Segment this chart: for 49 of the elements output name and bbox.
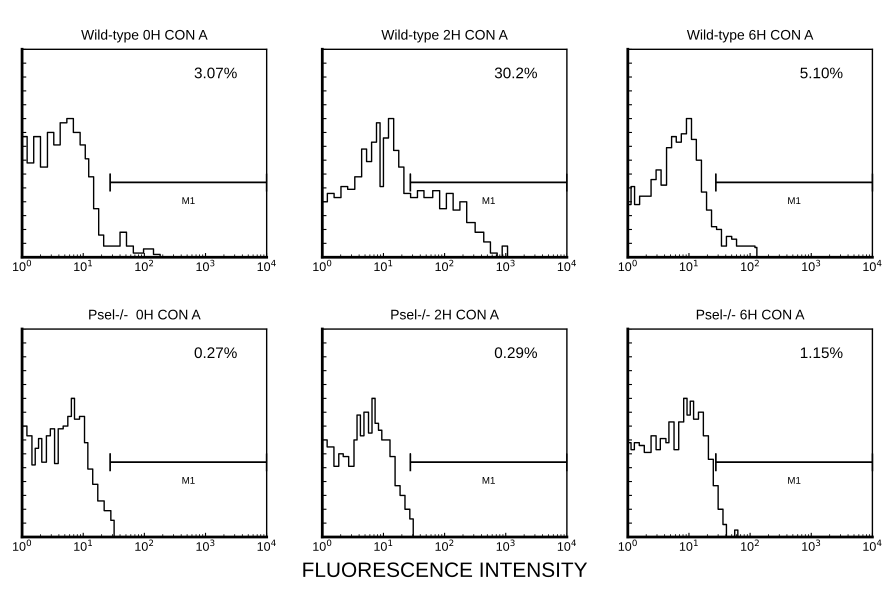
x-tick-label: 10$^{3}$ (496, 260, 515, 272)
x-tick-label: 10$^{0}$ (313, 260, 332, 272)
chart-title: Psel-/- 2H CON A (391, 309, 499, 320)
annotation: M1 (182, 477, 195, 484)
x-tick-label: 10$^{0}$ (13, 540, 32, 551)
x-tick-label: 10$^{4}$ (258, 540, 276, 551)
text: 5.10% (800, 68, 843, 78)
text: 3.07% (194, 68, 237, 78)
text: 1.15% (800, 347, 843, 358)
chart-title: Wild-type 2H CON A (381, 30, 508, 42)
x-tick-label: 10$^{3}$ (496, 540, 515, 551)
annotation: M1 (482, 197, 495, 204)
x-tick-label: 10$^{3}$ (802, 260, 820, 272)
chart-title: Psel-/- 6H CON A (696, 309, 804, 320)
chart-title: Wild-type 6H CON A (686, 30, 814, 42)
x-tick-label: 10$^{3}$ (802, 540, 820, 551)
x-tick-label: 10$^{0}$ (313, 540, 332, 551)
x-tick-label: 10$^{2}$ (741, 540, 759, 551)
x-tick-label: 10$^{2}$ (135, 540, 154, 551)
text: 0.29% (494, 347, 537, 358)
annotation: M1 (788, 197, 800, 204)
annotation: M1 (482, 477, 495, 484)
x-tick-label: 10$^{2}$ (436, 260, 454, 272)
x-tick-label: 10$^{1}$ (680, 260, 698, 272)
chart-title: Psel-/- 0H CON A (89, 309, 201, 320)
x-tick-label: 10$^{2}$ (741, 260, 759, 272)
x-tick-label: 10$^{0}$ (13, 260, 32, 272)
x-tick-label: 10$^{0}$ (618, 260, 637, 272)
x-tick-label: 10$^{1}$ (374, 540, 392, 551)
x-tick-label: 10$^{4}$ (258, 260, 276, 272)
x-tick-label: 10$^{1}$ (74, 260, 92, 272)
text: 0.27% (194, 347, 237, 358)
chart-title: Wild-type 0H CON A (81, 30, 208, 42)
x-tick-label: 10$^{1}$ (374, 260, 392, 272)
x-tick-label: 10$^{2}$ (436, 540, 454, 551)
x-tick-label: 10$^{4}$ (863, 540, 882, 551)
annotation: M1 (182, 197, 195, 204)
x-tick-label: 10$^{4}$ (558, 260, 576, 272)
annotation: M1 (788, 477, 800, 484)
x-tick-label: 10$^{2}$ (135, 260, 154, 272)
x-tick-label: 10$^{4}$ (863, 260, 882, 272)
x-tick-label: 10$^{3}$ (196, 260, 214, 272)
x-axis-title: FLUORESCENCE INTENSITY (303, 562, 588, 578)
text: 30.2% (494, 68, 537, 78)
x-tick-label: 10$^{0}$ (618, 540, 637, 551)
x-tick-label: 10$^{4}$ (558, 540, 576, 551)
x-tick-label: 10$^{3}$ (196, 540, 214, 551)
x-tick-label: 10$^{1}$ (74, 540, 92, 551)
x-tick-label: 10$^{1}$ (680, 540, 698, 551)
